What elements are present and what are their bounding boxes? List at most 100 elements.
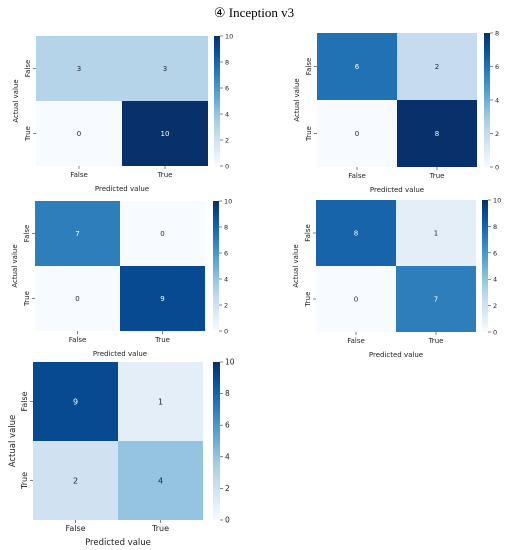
colorbar-tick-label: 10 (225, 33, 233, 41)
cell-value-label: 6 (355, 63, 360, 71)
colorbar-tick-label: 0 (225, 163, 229, 171)
confusion-matrix-2: 6 2 0 8 False True False True Predicted value Act… (293, 30, 499, 195)
x-tick-label: False (348, 172, 366, 180)
x-tick-label: False (347, 337, 365, 345)
x-tick-label: True (429, 172, 445, 180)
colorbar-tick-label: 6 (225, 85, 229, 93)
heatmap-cell-false-false (35, 201, 120, 266)
colorbar-tick-label: 2 (495, 130, 499, 138)
x-axis-title: Predicted value (85, 538, 151, 548)
x-tick-label: True (151, 524, 169, 533)
cell-value-label: 0 (75, 295, 79, 303)
y-axis-title: Actual value (293, 78, 301, 121)
x-axis-title: Predicted value (93, 350, 147, 358)
colorbar (213, 362, 220, 520)
colorbar-tick-label: 2 (224, 302, 228, 310)
colorbar-tick-label: 0 (224, 328, 228, 336)
y-axis-title: Actual value (8, 415, 18, 468)
heatmap-cell-false-true (120, 201, 205, 266)
colorbar-tick-label: 8 (224, 224, 228, 232)
x-tick-label: True (157, 171, 173, 179)
colorbar-tick-label: 4 (225, 111, 229, 119)
cell-value-label: 1 (434, 229, 438, 237)
colorbar-tick-label: 0 (493, 329, 497, 337)
colorbar-tick-label: 10 (225, 358, 235, 367)
y-tick-label: False (23, 225, 31, 243)
cell-value-label: 2 (435, 63, 439, 71)
heatmap-cell-false-false (316, 200, 396, 266)
colorbar (482, 200, 488, 332)
heatmap-cell-false-true (122, 36, 208, 101)
x-tick-label: False (70, 171, 88, 179)
y-tick-label: True (20, 472, 29, 490)
colorbar-tick-label: 10 (493, 197, 501, 205)
heatmap-cell-true-false (316, 266, 396, 332)
cell-value-label: 10 (161, 130, 170, 138)
x-tick-label: False (65, 524, 85, 533)
y-tick-label: False (305, 58, 313, 76)
x-axis-title: Predicted value (369, 351, 423, 359)
heatmap-cell-false-true (396, 200, 476, 266)
cell-value-label: 7 (434, 295, 438, 303)
colorbar-tick-label: 6 (225, 421, 230, 430)
colorbar-tick-label: 8 (493, 223, 497, 231)
colorbar-tick-label: 2 (225, 484, 230, 493)
colorbar-tick-label: 4 (495, 97, 499, 105)
cell-value-label: 4 (158, 476, 163, 485)
confusion-matrix-1: 3 3 0 10 False True False True Predicted value Ac… (12, 33, 233, 194)
colorbar-tick-label: 4 (493, 276, 497, 284)
heatmap-cell-false-true (397, 33, 477, 100)
page-title: ④ Inception v3 (213, 5, 295, 20)
colorbar-tick-label: 8 (225, 59, 229, 67)
y-tick-label: True (305, 126, 313, 142)
x-tick-label: True (154, 336, 170, 344)
heatmap-cell-true-true (118, 441, 203, 520)
heatmap-cell-false-false (33, 362, 118, 441)
heatmap-cell-true-false (317, 100, 397, 167)
cell-value-label: 0 (160, 230, 164, 238)
y-tick-label: False (304, 224, 312, 242)
heatmap-cell-true-true (396, 266, 476, 332)
y-tick-label: True (304, 292, 312, 308)
heatmap-cell-false-false (317, 33, 397, 100)
colorbar-tick-label: 4 (224, 276, 228, 284)
colorbar-tick-label: 6 (224, 250, 228, 258)
cell-value-label: 9 (160, 295, 164, 303)
y-tick-label: False (20, 391, 29, 411)
cell-value-label: 0 (354, 295, 358, 303)
cell-value-label: 8 (354, 229, 358, 237)
colorbar-tick-label: 0 (225, 516, 230, 525)
heatmap-cell-true-false (36, 101, 122, 166)
cell-value-label: 0 (355, 130, 359, 138)
colorbar-tick-label: 6 (495, 63, 499, 71)
y-axis-title: Actual value (12, 79, 20, 122)
cell-value-label: 1 (158, 397, 163, 406)
colorbar-tick-label: 8 (495, 30, 499, 38)
colorbar (213, 201, 219, 331)
heatmap-cell-true-false (35, 266, 120, 331)
cell-value-label: 7 (75, 230, 79, 238)
colorbar (484, 33, 490, 167)
y-axis-title: Actual value (11, 244, 19, 287)
colorbar (214, 36, 220, 166)
heatmap-cell-false-false (36, 36, 122, 101)
colorbar-tick-label: 6 (493, 249, 497, 257)
colorbar-tick-label: 10 (224, 198, 232, 206)
y-tick-label: True (23, 291, 31, 307)
colorbar-tick-label: 4 (225, 452, 230, 461)
heatmap-cell-true-true (397, 100, 477, 167)
x-tick-label: False (69, 336, 87, 344)
heatmap-cell-true-true (122, 101, 208, 166)
x-axis-title: Predicted value (95, 185, 149, 193)
heatmap-cell-false-true (118, 362, 203, 441)
cell-value-label: 2 (73, 476, 78, 485)
heatmap-cell-true-false (33, 441, 118, 520)
x-tick-label: True (428, 337, 444, 345)
y-axis-title: Actual value (292, 244, 300, 287)
x-axis-title: Predicted value (370, 186, 424, 194)
colorbar-tick-label: 2 (493, 302, 497, 310)
colorbar-tick-label: 8 (225, 389, 230, 398)
